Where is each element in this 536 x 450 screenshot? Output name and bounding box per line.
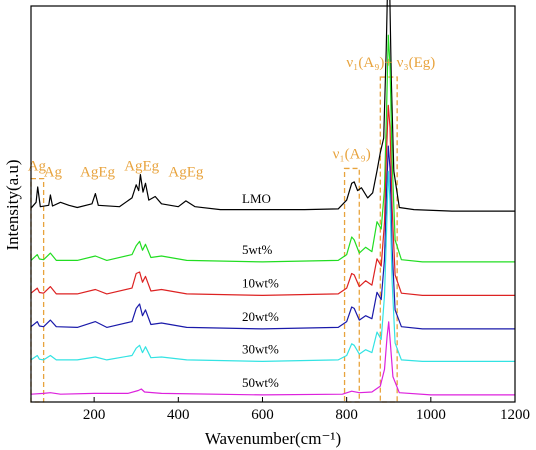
x-tick-label-4: 800: [335, 407, 358, 423]
x-axis-title: Wavenumber(cm⁻¹): [205, 429, 341, 448]
series-line-3: [30, 104, 515, 296]
x-tick-label-6: 1200: [500, 407, 530, 423]
highlight-box-3: [379, 76, 398, 403]
x-tick-label-1: 200: [83, 407, 106, 423]
mode-annotation-6: ν₁(A₉): [333, 146, 371, 162]
x-tick-label-2: 400: [167, 407, 190, 423]
spectra-series: [30, 0, 515, 396]
mode-annotation-7: ν₁(A₉)+ ν₃(Eg): [346, 55, 435, 71]
series-line-1: [30, 0, 515, 212]
series-label-1: LMO: [242, 191, 271, 206]
y-axis-title: Intensity(a.u): [3, 159, 22, 250]
series-line-6: [30, 321, 515, 396]
series-labels: LMO 5wt% 10wt% 20wt% 30wt% 50wt%: [242, 191, 279, 390]
series-label-3: 10wt%: [242, 275, 279, 290]
series-line-5: [30, 170, 515, 362]
mode-annotation-4: AgEg: [124, 158, 159, 174]
mode-annotation-2: Ag: [44, 165, 63, 181]
series-line-2: [30, 34, 515, 263]
series-label-6: 50wt%: [242, 375, 279, 390]
series-label-2: 5wt%: [242, 242, 273, 257]
mode-annotation-5: AgEg: [168, 165, 203, 181]
x-tick-label-5: 1000: [416, 407, 446, 423]
plot-frame: [30, 5, 516, 403]
series-label-4: 20wt%: [242, 309, 279, 324]
x-axis-ticks: 200 400 600 800 1000 1200: [83, 397, 530, 423]
series-label-5: 30wt%: [242, 341, 279, 356]
mode-annotation-1: Ag: [28, 158, 47, 174]
x-tick-label-3: 600: [251, 407, 274, 423]
series-line-4: [30, 145, 515, 330]
mode-annotation-3: AgEg: [80, 165, 115, 181]
